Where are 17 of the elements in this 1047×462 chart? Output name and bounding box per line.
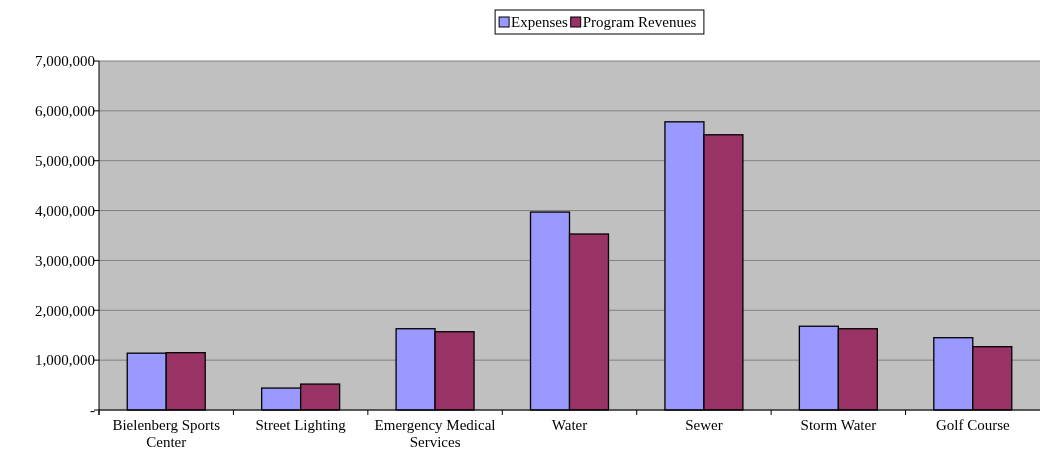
y-tick-label: - (90, 402, 95, 419)
legend-label: Program Revenues (582, 14, 697, 30)
y-tick-label: 1,000,000 (35, 352, 95, 369)
y-tick-label: 3,000,000 (35, 252, 95, 269)
x-tick-label: Water (551, 417, 588, 433)
y-tick-label: 2,000,000 (35, 302, 95, 319)
x-tick-label: Storm Water (800, 417, 877, 433)
x-tick-label: Street Lighting (255, 417, 347, 433)
y-tick-label: 6,000,000 (35, 103, 95, 120)
y-tick-label: 4,000,000 (35, 202, 95, 219)
x-tick-label: Sewer (685, 417, 723, 433)
x-tick-label: Emergency Medical Services (374, 417, 496, 450)
x-tick-label: Bielenberg Sports Center (112, 417, 221, 450)
legend-label: Expenses (511, 14, 568, 30)
x-tick-label: Golf Course (935, 417, 1010, 433)
y-tick-label: 5,000,000 (35, 152, 95, 169)
y-tick-label: 7,000,000 (35, 53, 95, 70)
